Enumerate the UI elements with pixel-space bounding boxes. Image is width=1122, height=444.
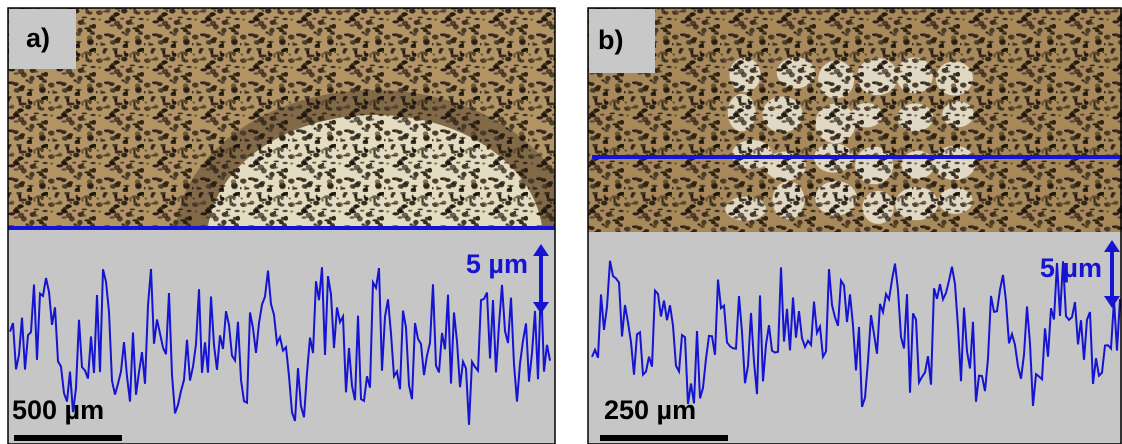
height-profile xyxy=(9,267,551,425)
panel-b: b) 5 µm 250 µm xyxy=(587,7,1122,444)
height-profile xyxy=(591,260,1121,408)
scale-bar-label: 500 µm xyxy=(12,395,104,425)
label-box xyxy=(9,9,76,69)
scale-bar-label: 250 µm xyxy=(604,395,696,425)
panel-label: b) xyxy=(598,25,623,55)
grain-texture xyxy=(8,8,555,228)
height-scale-arrow xyxy=(533,244,549,314)
panel-label: a) xyxy=(26,23,50,53)
panel-a: a) 5 µm 500 µm xyxy=(7,7,556,444)
panel-border xyxy=(7,7,556,444)
profile-background xyxy=(588,232,1122,444)
height-scale-label: 5 µm xyxy=(466,249,528,279)
micrograph xyxy=(588,8,1122,232)
panel-border xyxy=(587,7,1122,444)
height-scale-arrow xyxy=(1104,240,1120,308)
label-box xyxy=(589,9,655,73)
micrograph xyxy=(8,8,555,228)
grain-texture xyxy=(588,8,1122,232)
height-scale-label: 5 µm xyxy=(1040,253,1102,283)
